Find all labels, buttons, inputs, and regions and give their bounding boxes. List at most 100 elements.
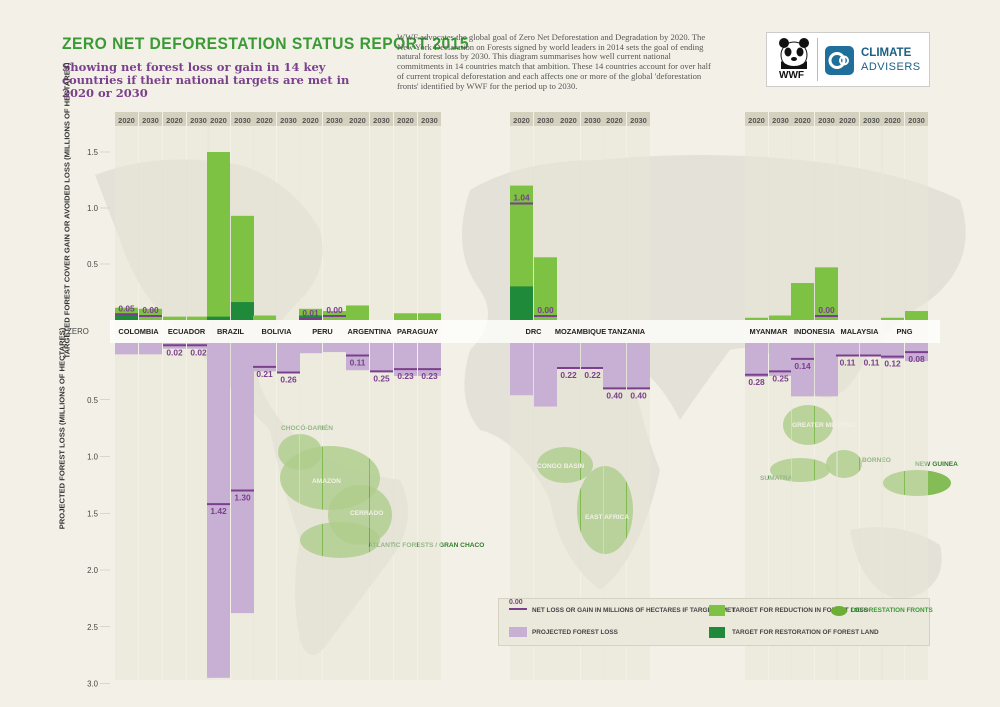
country-label: PNG <box>896 327 912 336</box>
column-band <box>394 112 417 680</box>
projected-loss-bar <box>370 343 393 372</box>
year-label: 2030 <box>234 116 251 125</box>
projected-loss-bar <box>231 343 254 614</box>
column-band <box>881 112 904 680</box>
column-band <box>769 112 792 680</box>
wwf-logo-text: WWF <box>779 70 804 81</box>
legend-projected-swatch <box>509 627 527 637</box>
bottom-axis-tick: 3.0 <box>87 680 99 689</box>
projected-loss-bar <box>815 343 838 397</box>
legend-reduction-swatch <box>709 605 725 616</box>
year-label: 2020 <box>884 116 901 125</box>
year-header-cell <box>603 112 626 126</box>
intro-text: WWF advocates the global goal of Zero Ne… <box>397 32 711 91</box>
year-label: 2030 <box>863 116 880 125</box>
country-label: INDONESIA <box>794 327 836 336</box>
projected-loss-bar <box>418 343 441 376</box>
zero-label: ZERO <box>67 327 89 336</box>
net-value-label: 1.04 <box>513 193 530 203</box>
restoration-bar <box>510 286 533 320</box>
year-header-cell <box>534 112 557 126</box>
year-header-cell <box>299 112 322 126</box>
column-band <box>745 112 768 680</box>
year-header-cell <box>557 112 580 126</box>
net-value-label: 0.00 <box>142 305 159 315</box>
year-label: 2020 <box>302 116 319 125</box>
net-value-label: 0.00 <box>326 305 343 315</box>
reduction-bar <box>187 316 210 320</box>
column-band <box>115 112 138 680</box>
net-value-label: 0.22 <box>584 370 601 380</box>
column-band <box>277 112 300 680</box>
projected-loss-bar <box>581 343 604 368</box>
legend-projected-label: PROJECTED FOREST LOSS <box>532 629 618 636</box>
bottom-axis-tick: 0.5 <box>87 396 99 405</box>
year-label: 2020 <box>560 116 577 125</box>
bottom-axis-tick: 1.0 <box>87 453 99 462</box>
year-header-cell <box>836 112 859 126</box>
projected-loss-bar <box>394 343 417 376</box>
projected-loss-bar <box>534 343 557 407</box>
top-axis-tick: 1.0 <box>87 204 99 213</box>
reduction-bar <box>905 311 928 320</box>
column-band <box>418 112 441 680</box>
country-label: COLOMBIA <box>118 327 159 336</box>
net-value-label: 0.40 <box>606 390 623 400</box>
year-header-cell <box>815 112 838 126</box>
projected-loss-bar <box>115 343 138 355</box>
reduction-bar <box>139 308 162 320</box>
year-header-cell <box>394 112 417 126</box>
projected-loss-bar <box>557 343 580 368</box>
year-label: 2020 <box>118 116 135 125</box>
country-label: BOLIVIA <box>262 327 293 336</box>
year-header-cell <box>323 112 346 126</box>
column-band <box>581 112 604 680</box>
year-label: 2030 <box>421 116 438 125</box>
reduction-bar <box>769 315 792 320</box>
page-title: ZERO NET DEFORESTATION STATUS REPORT 201… <box>62 34 470 53</box>
restoration-bar <box>231 302 254 320</box>
bottom-axis-label: PROJECTED FOREST LOSS (MILLIONS OF HECTA… <box>57 327 67 530</box>
year-label: 2030 <box>280 116 297 125</box>
year-header-cell <box>231 112 254 126</box>
restoration-bar <box>115 313 138 320</box>
top-axis-tick: 1.5 <box>87 148 99 157</box>
net-value-label: 0.00 <box>818 305 835 315</box>
page-subtitle: Showing net forest loss or gain in 14 ke… <box>62 60 350 100</box>
reduction-bar <box>745 317 768 320</box>
country-label: ECUADOR <box>168 327 206 336</box>
projected-loss-bar <box>769 343 792 376</box>
reduction-bar <box>534 257 557 320</box>
reduction-bar <box>231 215 254 320</box>
year-label: 2020 <box>349 116 366 125</box>
column-band <box>370 112 393 680</box>
year-header-cell <box>418 112 441 126</box>
front-label-9: NEW GUINEA <box>915 461 958 468</box>
bottom-axis-tick: 1.5 <box>87 509 99 518</box>
year-header-cell <box>905 112 928 126</box>
reduction-bar <box>791 283 814 320</box>
column-band <box>187 112 210 680</box>
restoration-bar <box>299 315 322 320</box>
year-header-cell <box>187 112 210 126</box>
legend-fronts-swatch <box>831 606 847 616</box>
net-value-label: 0.23 <box>397 371 414 381</box>
bottom-axis-tick: 2.5 <box>87 623 99 632</box>
column-band <box>253 112 276 680</box>
column-band <box>346 112 369 680</box>
country-label: ARGENTINA <box>348 327 393 336</box>
year-label: 2020 <box>794 116 811 125</box>
net-value-label: 1.30 <box>234 493 251 503</box>
year-label: 2030 <box>326 116 343 125</box>
column-band <box>299 112 322 680</box>
net-value-label: 1.42 <box>210 506 227 516</box>
net-value-label: 0.21 <box>256 369 273 379</box>
year-label: 2030 <box>537 116 554 125</box>
net-value-label: 0.25 <box>772 373 789 383</box>
year-header-cell <box>581 112 604 126</box>
projected-loss-bar <box>860 343 883 356</box>
projected-loss-bar <box>881 343 904 359</box>
year-header-cell <box>115 112 138 126</box>
year-label: 2020 <box>256 116 273 125</box>
net-value-label: 0.26 <box>280 375 297 385</box>
